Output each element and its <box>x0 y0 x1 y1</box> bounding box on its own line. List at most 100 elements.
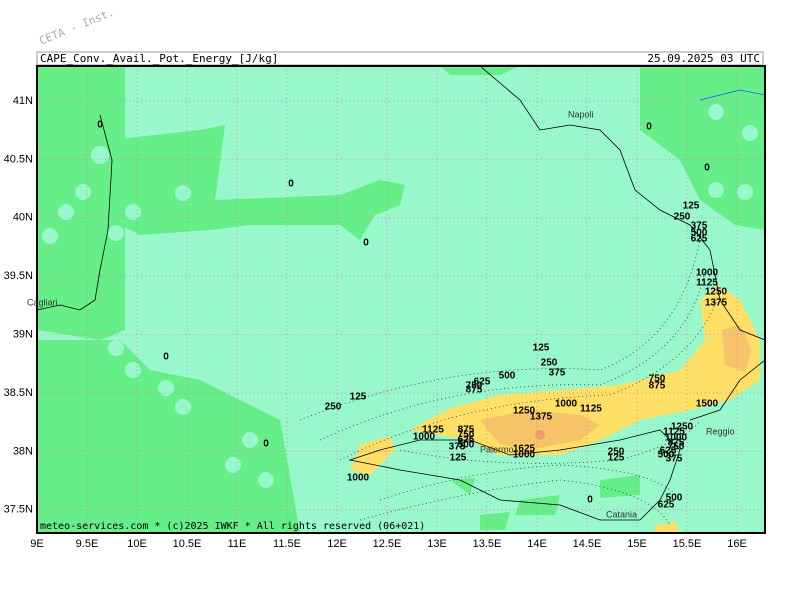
contour-label: 375 <box>666 454 683 465</box>
contour-label: 1000 <box>665 433 688 444</box>
lon-label: 13.5E <box>473 538 502 550</box>
contour-label: 1000 <box>696 268 719 279</box>
header-title: CAPE_Conv._Avail._Pot._Energy_[J/kg] <box>40 52 278 65</box>
lon-label: 16E <box>727 538 747 550</box>
footer: meteo-services.com * (c)2025 IWKF * All … <box>40 521 425 532</box>
contour-label: 250 <box>608 447 625 458</box>
map-area <box>37 66 765 533</box>
contour-label: 500 <box>666 493 683 504</box>
contour-label: 250 <box>674 212 691 223</box>
contour-label: 0 <box>97 120 103 131</box>
lat-label: 38.5N <box>4 387 33 399</box>
lon-label: 10E <box>127 538 147 550</box>
contour-label: 0 <box>263 439 269 450</box>
place-label: Reggio <box>706 426 735 436</box>
contour-label: 875 <box>668 438 685 449</box>
contour-label: 1125 <box>580 404 602 415</box>
frame <box>36 65 766 534</box>
contour-label: 625 <box>691 234 708 245</box>
lon-label: 15E <box>627 538 647 550</box>
contour-label: 625 <box>458 435 475 446</box>
contour-label: 500 <box>458 440 475 451</box>
cape-yellow <box>350 285 760 533</box>
holes <box>42 104 758 488</box>
place-label: Cagliari <box>27 297 58 307</box>
lon-label: 12.5E <box>373 538 402 550</box>
contour-label: 500 <box>658 450 675 461</box>
contour-label: 1250 <box>671 422 694 433</box>
cape-max <box>535 430 545 440</box>
contour-label: 0 <box>363 238 369 249</box>
lon-label: 9E <box>30 538 43 550</box>
contour-label: 625 <box>474 377 491 388</box>
contour-label: 500 <box>499 371 516 382</box>
contour-label: 500 <box>691 228 708 239</box>
contour-label: 875 <box>649 381 666 392</box>
contour-label: 750 <box>466 381 483 392</box>
lon-label: 12E <box>327 538 347 550</box>
contour-label: 375 <box>691 221 708 232</box>
contour-label: 0 <box>587 495 593 506</box>
contour-label: 1125 <box>696 278 718 289</box>
contours <box>299 239 721 526</box>
coastlines <box>37 66 765 521</box>
contour-label: 1500 <box>696 399 719 410</box>
contour-label: 1250 <box>705 287 728 298</box>
contour-label: 1000 <box>555 399 578 410</box>
lon-label: 9.5E <box>76 538 99 550</box>
contour-label: 250 <box>325 402 342 413</box>
contour-label: 1250 <box>513 406 536 417</box>
lat-label: 39.5N <box>4 270 33 282</box>
contour-label: 125 <box>450 453 467 464</box>
lat-label: 41N <box>13 95 33 107</box>
contour-label: 0 <box>288 179 294 190</box>
contour-label: 0 <box>646 122 652 133</box>
contour-label: 1125 <box>422 425 444 436</box>
contour-label: 1625 <box>513 444 536 455</box>
lon-label: 11E <box>228 538 247 550</box>
lon-label: 13E <box>427 538 447 550</box>
place-label: Catania <box>606 509 637 519</box>
contour-label: 1125 <box>663 427 685 438</box>
lat-label: 40.5N <box>4 153 33 165</box>
contour-label: 1375 <box>705 298 728 309</box>
lon-label: 11.5E <box>273 538 301 550</box>
contour-label: 375 <box>449 442 466 453</box>
contour-label: 1000 <box>413 432 436 443</box>
contour-label: 375 <box>549 368 566 379</box>
lat-label: 39N <box>13 329 33 341</box>
place-label: Palermo <box>480 444 514 454</box>
contour-label: 875 <box>466 385 483 396</box>
lon-label: 14E <box>527 538 547 550</box>
place-label: Napoli <box>568 109 594 119</box>
contour-label: 125 <box>350 392 367 403</box>
lat-label: 38N <box>13 445 33 457</box>
contour-label: 625 <box>660 446 677 457</box>
contour-label: 1000 <box>513 450 536 461</box>
contour-label: 875 <box>458 425 475 436</box>
lat-label: 40N <box>13 212 33 224</box>
contour-label: 0 <box>704 163 710 174</box>
watermark: CETA - Inst. <box>37 6 116 48</box>
contour-label: 0 <box>163 352 169 363</box>
graticule <box>37 66 765 533</box>
lat-label: 37.5N <box>4 504 33 516</box>
contour-label: 125 <box>533 343 550 354</box>
lon-label: 14.5E <box>573 538 602 550</box>
contour-label: 250 <box>541 358 558 369</box>
lon-label: 15.5E <box>673 538 702 550</box>
header-date: 25.09.2025 03 UTC <box>647 52 760 65</box>
contour-label: 750 <box>458 430 475 441</box>
contour-label: 1000 <box>347 473 370 484</box>
contour-label: 750 <box>649 374 666 385</box>
contour-label: 1375 <box>530 412 553 423</box>
cape-orange <box>480 325 752 448</box>
contour-label: 625 <box>658 500 675 511</box>
contour-label: 125 <box>683 201 700 212</box>
contour-label: 750 <box>668 442 685 453</box>
contour-label: 125 <box>608 453 625 464</box>
lon-label: 10.5E <box>173 538 202 550</box>
low-cape-areas <box>37 66 765 533</box>
